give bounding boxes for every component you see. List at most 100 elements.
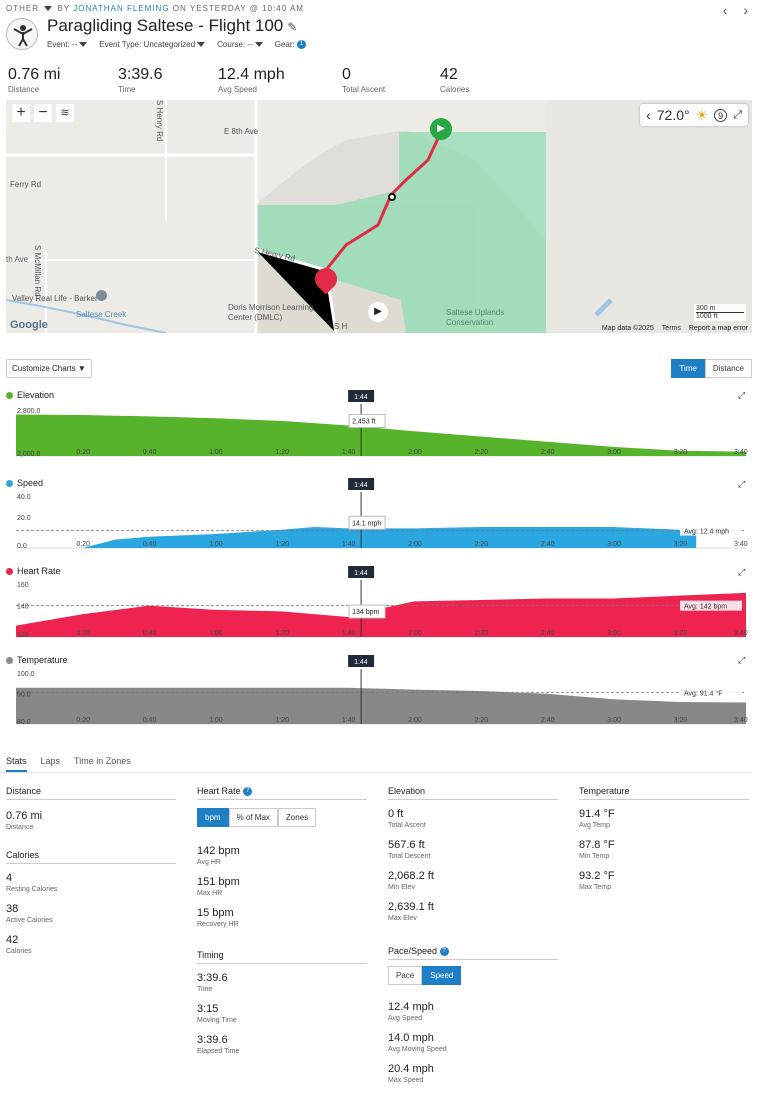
hr-unit-toggle[interactable]: bpm % of Max Zones (197, 808, 367, 828)
summary-label: Avg Speed (218, 85, 257, 94)
map-data-text: Map data ©2025 (601, 325, 654, 332)
edit-pencil-icon[interactable]: ✎ (287, 20, 298, 34)
activity-title[interactable]: Paragliding Saltese - Flight 100 (47, 16, 284, 35)
x-tick-label: 2:00 (408, 630, 422, 637)
stat-value: 42 (6, 934, 19, 946)
y-tick-label: 2,800.0 (17, 408, 40, 415)
elevation-legend-dot (6, 391, 13, 399)
timing-heading: Timing (197, 950, 367, 964)
map-label-dmlc[interactable]: Center (DMLC) (228, 313, 283, 322)
speed-legend-dot (6, 479, 13, 487)
map-label-doris[interactable]: Doris Morrison Learning (228, 303, 314, 312)
x-tick-label: 3:00 (607, 630, 621, 637)
time-toggle-button[interactable]: Time (671, 359, 705, 378)
play-button[interactable]: ▶ (368, 302, 388, 322)
percent-max-toggle-button[interactable]: % of Max (228, 808, 278, 828)
map-label-ave: th Ave (6, 255, 29, 264)
google-logo[interactable]: Google (10, 319, 48, 331)
x-axis-toggle[interactable]: Time Distance (671, 359, 752, 378)
activity-meta: Event: -- Event Type: Uncategorized Cour… (47, 40, 306, 50)
fullscreen-map-icon[interactable]: ⤢ (733, 108, 742, 121)
tooltip-bg (348, 414, 386, 429)
bpm-toggle-button[interactable]: bpm (197, 808, 229, 828)
stat-value: 91.4 °F (579, 808, 615, 820)
stat-item: 151 bpm Max HR (197, 876, 367, 897)
x-tick-label: 1:00 (209, 449, 223, 456)
elevation-chart[interactable]: 2,800.0 2,000.0 0:20 0:40 1:00 1:20 1:40 2:00 2:… (16, 390, 748, 458)
chevron-left-icon[interactable]: ‹ (646, 107, 651, 123)
x-tick-label: 3:20 (674, 630, 688, 637)
speed-toggle-button[interactable]: Speed (422, 966, 462, 986)
x-tick-label: 1:00 (209, 717, 223, 724)
map-canvas[interactable] (6, 100, 752, 333)
expand-heart-rate-icon[interactable]: ⤢ (738, 567, 746, 577)
speed-chart[interactable]: Avg: 12.4 mph 40.0 20.0 0.0 0:20 0:40 1:00 1:20… (16, 478, 748, 550)
category-dropdown-icon[interactable] (44, 6, 53, 12)
stat-item: 3:39.6 Time (197, 972, 367, 993)
pace-speed-toggle[interactable]: Pace Speed (388, 966, 558, 986)
help-icon[interactable]: ? (439, 947, 449, 957)
report-map-error-link[interactable]: Report a map error (688, 325, 748, 332)
gear-selector[interactable]: Gear: 1 (275, 40, 306, 50)
author-link[interactable]: JONATHAN FLEMING (73, 4, 170, 13)
place-pin-icon[interactable] (96, 290, 107, 301)
stat-value: 3:15 (197, 1003, 219, 1015)
event-dropdown[interactable]: Event: -- (47, 40, 89, 49)
series-area (16, 687, 746, 724)
x-tick-label: 2:20 (475, 717, 489, 724)
activity-map[interactable]: S Henry Rd E 8th Ave S Henry Rd Ferry Rd… (6, 100, 752, 333)
stat-label: Avg Speed (388, 1015, 423, 1023)
customize-charts-button[interactable]: Customize Charts ▼ (6, 359, 92, 378)
y-tick-label: 90.0 (17, 692, 31, 699)
map-layers-icon[interactable]: ≋ (56, 104, 74, 122)
y-tick-label: 40.0 (17, 494, 31, 501)
map-label-sh: S H (334, 322, 348, 331)
stats-tabs: Stats Laps Time in Zones (6, 756, 131, 772)
summary-label: Distance (8, 85, 40, 94)
average-label: Avg: 142 bpm (680, 600, 742, 611)
next-activity-icon[interactable]: › (743, 2, 754, 18)
stat-label: Active Calories (6, 917, 53, 924)
expand-elevation-icon[interactable]: ⤢ (738, 390, 746, 400)
tab-stats[interactable]: Stats (6, 756, 27, 772)
gear-count-badge[interactable]: 1 (296, 40, 306, 50)
expand-temperature-icon[interactable]: ⤢ (738, 655, 746, 665)
event-type-dropdown[interactable]: Event Type: Uncategorized (99, 40, 207, 49)
pace-toggle-button[interactable]: Pace (388, 966, 423, 986)
map-label-valley-real-life[interactable]: Valley Real Life - Barker (12, 294, 98, 303)
zoom-out-button[interactable]: − (34, 104, 52, 122)
tab-laps[interactable]: Laps (40, 756, 61, 766)
by-text: BY (57, 4, 70, 13)
stat-value: 38 (6, 903, 19, 915)
heart-rate-chart[interactable]: Avg: 142 bpm 160 140 120 0:20 0:40 1:00 1:20 1:4… (16, 566, 748, 639)
activity-category: OTHER (6, 4, 39, 13)
zones-toggle-button[interactable]: Zones (277, 808, 317, 828)
x-tick-label: 2:40 (541, 541, 555, 548)
x-tick-label: 1:00 (209, 541, 223, 548)
x-tick-label: 2:00 (408, 449, 422, 456)
weather-widget[interactable]: ‹ 72.0° ☀ 9 ⤢ (640, 104, 748, 126)
x-tick-label: 2:20 (475, 449, 489, 456)
stat-value: 12.4 mph (388, 1001, 434, 1014)
stat-label: Avg Temp (579, 822, 610, 829)
expand-speed-icon[interactable]: ⤢ (738, 479, 746, 489)
summary-value: 0.76 mi (8, 66, 61, 83)
pace-speed-stats: Pace/Speed ? Pace Speed 12.4 mph Avg Spe… (388, 946, 558, 1084)
x-tick-label: 1:00 (209, 630, 223, 637)
value-tooltip: 2,453 ft (348, 414, 386, 429)
help-icon[interactable]: ? (243, 787, 253, 797)
stat-label: Time (197, 986, 213, 993)
sun-icon: ☀ (695, 106, 709, 123)
start-marker-icon[interactable]: ▶ (430, 118, 452, 140)
page-title[interactable]: Paragliding Saltese - Flight 100 ✎ (47, 16, 297, 36)
terms-link[interactable]: Terms (661, 325, 681, 332)
course-dropdown[interactable]: Course: -- (217, 40, 265, 49)
tab-time-in-zones[interactable]: Time in Zones (74, 756, 131, 766)
zoom-in-button[interactable]: + (12, 104, 30, 122)
temperature-chart[interactable]: Avg: 91.4 °F 100.0 90.0 80.0 0:20 0:40 1:00 1:2… (16, 655, 748, 726)
x-tick-label: 2:40 (541, 717, 555, 724)
summary-label: Calories (440, 85, 470, 94)
stat-item: 3:39.6 Elapsed Time (197, 1034, 367, 1055)
previous-activity-icon[interactable]: ‹ (722, 2, 734, 18)
distance-toggle-button[interactable]: Distance (704, 359, 752, 378)
